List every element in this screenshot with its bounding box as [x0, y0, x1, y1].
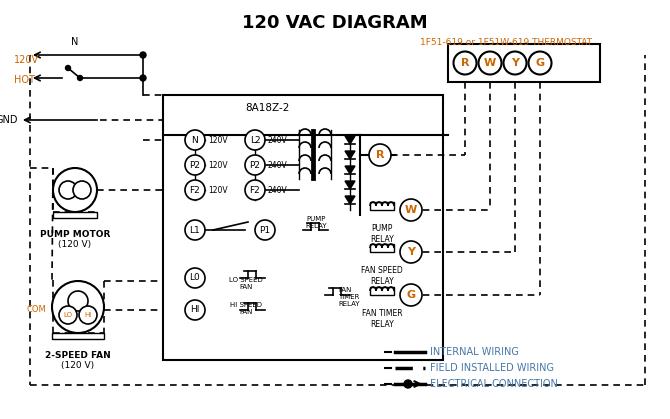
Circle shape	[78, 75, 82, 80]
Text: HI: HI	[190, 305, 200, 315]
Text: Y: Y	[511, 58, 519, 68]
Circle shape	[59, 181, 77, 199]
Text: ELECTRICAL CONNECTION: ELECTRICAL CONNECTION	[430, 379, 558, 389]
Circle shape	[529, 52, 551, 75]
Text: HI SPEED
FAN: HI SPEED FAN	[230, 302, 262, 315]
Circle shape	[369, 144, 391, 166]
Text: 120V: 120V	[208, 135, 228, 145]
Text: LO: LO	[64, 312, 72, 318]
Bar	[448, 44, 600, 82]
Bar	[53, 212, 97, 218]
Circle shape	[400, 241, 422, 263]
Text: 120V: 120V	[208, 186, 228, 194]
Text: 120V: 120V	[14, 55, 39, 65]
Circle shape	[400, 199, 422, 221]
Circle shape	[245, 155, 265, 175]
Circle shape	[404, 380, 412, 388]
Text: 120 VAC DIAGRAM: 120 VAC DIAGRAM	[242, 14, 428, 32]
Circle shape	[478, 52, 502, 75]
Circle shape	[503, 52, 527, 75]
Text: FIELD INSTALLED WIRING: FIELD INSTALLED WIRING	[430, 363, 554, 373]
Circle shape	[79, 306, 97, 324]
Text: R: R	[461, 58, 469, 68]
Text: 8A18Z-2: 8A18Z-2	[245, 103, 289, 113]
Text: 1F51-619 or 1F51W-619 THERMOSTAT: 1F51-619 or 1F51W-619 THERMOSTAT	[420, 38, 592, 47]
Circle shape	[59, 306, 77, 324]
Text: 240V: 240V	[268, 135, 287, 145]
Polygon shape	[345, 181, 355, 189]
Text: F2: F2	[250, 186, 261, 194]
Circle shape	[52, 281, 104, 333]
Text: 240V: 240V	[268, 186, 287, 194]
Text: 120V: 120V	[208, 160, 228, 170]
Text: HOT: HOT	[14, 75, 35, 85]
Circle shape	[185, 268, 205, 288]
Circle shape	[66, 65, 70, 70]
Text: F2: F2	[190, 186, 200, 194]
Text: INTERNAL WIRING: INTERNAL WIRING	[430, 347, 519, 357]
Text: L2: L2	[250, 135, 261, 145]
Text: 2-SPEED FAN: 2-SPEED FAN	[45, 351, 111, 360]
Circle shape	[185, 155, 205, 175]
Text: 240V: 240V	[268, 160, 287, 170]
Circle shape	[185, 130, 205, 150]
Text: L1: L1	[190, 225, 200, 235]
Text: N: N	[192, 135, 198, 145]
Text: L0: L0	[190, 274, 200, 282]
Bar	[52, 333, 104, 339]
Polygon shape	[345, 166, 355, 174]
Bar	[163, 95, 443, 360]
Circle shape	[53, 168, 97, 212]
Text: R: R	[376, 150, 385, 160]
Circle shape	[245, 130, 265, 150]
Text: FAN TIMER
RELAY: FAN TIMER RELAY	[362, 309, 402, 329]
Polygon shape	[345, 136, 355, 144]
Circle shape	[73, 181, 91, 199]
Text: P1: P1	[259, 225, 271, 235]
Text: (120 V): (120 V)	[58, 240, 92, 249]
Text: GND: GND	[0, 115, 18, 125]
Text: P2: P2	[190, 160, 200, 170]
Bar	[370, 202, 394, 210]
Circle shape	[185, 180, 205, 200]
Text: FAN
TIMER
RELAY: FAN TIMER RELAY	[338, 287, 360, 307]
Circle shape	[140, 75, 146, 81]
Text: PUMP
RELAY: PUMP RELAY	[306, 216, 327, 229]
Text: COM: COM	[26, 305, 46, 315]
Circle shape	[245, 180, 265, 200]
Bar	[370, 244, 394, 252]
Bar	[370, 287, 394, 295]
Circle shape	[185, 220, 205, 240]
Polygon shape	[345, 196, 355, 204]
Text: PUMP MOTOR: PUMP MOTOR	[40, 230, 110, 239]
Text: Y: Y	[407, 247, 415, 257]
Polygon shape	[345, 151, 355, 159]
Text: FAN SPEED
RELAY: FAN SPEED RELAY	[361, 266, 403, 286]
Text: HI: HI	[84, 312, 92, 318]
Text: PUMP
RELAY: PUMP RELAY	[370, 224, 394, 244]
Circle shape	[255, 220, 275, 240]
Circle shape	[140, 52, 146, 58]
Text: (120 V): (120 V)	[62, 361, 94, 370]
Circle shape	[185, 300, 205, 320]
Text: G: G	[535, 58, 545, 68]
Text: G: G	[407, 290, 415, 300]
Text: N: N	[71, 37, 78, 47]
Text: W: W	[484, 58, 496, 68]
Text: W: W	[405, 205, 417, 215]
Text: P2: P2	[249, 160, 261, 170]
Circle shape	[68, 291, 88, 311]
Text: LO SPEED
FAN: LO SPEED FAN	[229, 277, 263, 290]
Circle shape	[454, 52, 476, 75]
Circle shape	[400, 284, 422, 306]
